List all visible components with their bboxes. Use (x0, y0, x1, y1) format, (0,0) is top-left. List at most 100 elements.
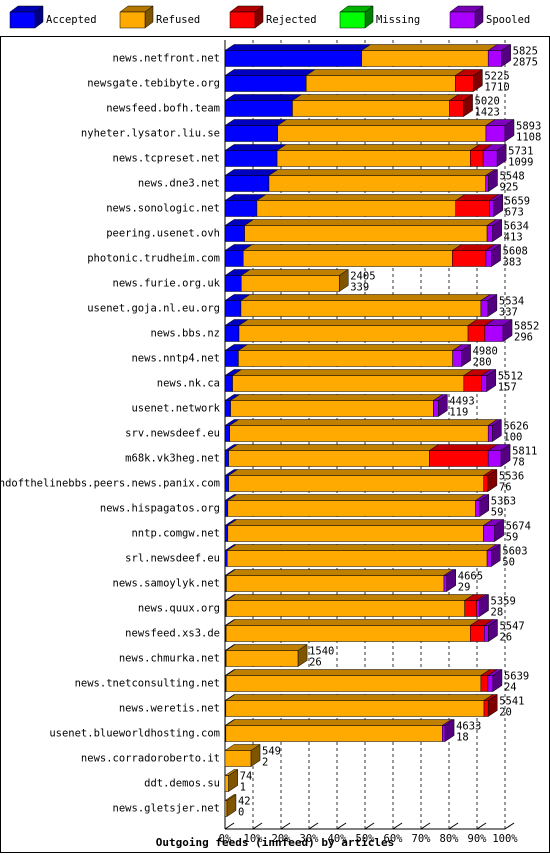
bar-front (487, 675, 494, 692)
bar-front (443, 575, 448, 592)
legend-label: Accepted (46, 14, 97, 26)
bar-segment (228, 419, 499, 442)
bar-segment (225, 569, 454, 592)
bar-front (467, 325, 486, 342)
y-tick-label: nntp.comgw.net (131, 528, 220, 540)
tick-mark (420, 822, 431, 830)
bar-front (240, 300, 482, 317)
bar-front (464, 600, 477, 617)
total-label: 5534 (499, 296, 524, 308)
bar-front (224, 225, 245, 242)
legend-swatch (229, 5, 264, 29)
bar-front (292, 100, 450, 117)
total-label: 5547 (499, 621, 524, 633)
total-label: 5825 (513, 46, 538, 58)
bar-segment (227, 469, 494, 492)
total-label: 5608 (503, 246, 528, 258)
bar-front (224, 375, 233, 392)
x-tick-label: 40% (328, 833, 348, 845)
bar-front (268, 175, 486, 192)
x-tick-label: 70% (412, 833, 432, 845)
bar-side (444, 719, 455, 742)
y-tick-label: news.tnetconsulting.net (75, 678, 220, 690)
total-label: 5674 (506, 521, 531, 533)
total-label: 5020 (475, 96, 500, 108)
bar-segment (276, 119, 496, 142)
y-tick-label: peering.usenet.ovh (106, 228, 220, 240)
accepted-label: 157 (498, 382, 517, 394)
bar-side (438, 394, 448, 417)
bar-segment (454, 69, 484, 92)
bar-front (463, 375, 483, 392)
total-label: 5363 (491, 496, 516, 508)
accepted-label: 26 (309, 657, 322, 669)
bar-top (225, 594, 475, 601)
y-tick-label: news.furie.org.uk (113, 278, 221, 290)
accepted-label: 296 (514, 332, 533, 344)
bar-side (492, 419, 502, 442)
bar-front (224, 100, 293, 117)
bar-top (268, 169, 496, 176)
bar-top (256, 194, 466, 201)
y-tick-label: news.corradoroberto.it (81, 753, 220, 765)
total-label: 5811 (512, 446, 537, 458)
bar-side (504, 119, 515, 142)
bar-front (224, 50, 362, 67)
bar-front (224, 775, 229, 792)
accepted-label: 413 (504, 232, 523, 244)
bar-front (224, 150, 278, 167)
y-tick-label: news.dne3.net (138, 178, 220, 190)
bar-front (455, 200, 490, 217)
bar-top (242, 244, 463, 251)
accepted-label: 1423 (475, 107, 500, 119)
bar-segment (240, 294, 491, 317)
total-label: 5626 (503, 421, 528, 433)
accepted-label: 339 (350, 282, 369, 294)
total-label: 5359 (491, 596, 516, 608)
bar-side (492, 219, 502, 242)
total-label: 5852 (514, 321, 539, 333)
bar-top (240, 294, 491, 301)
bar-top (225, 569, 454, 576)
bar-front (224, 750, 252, 767)
bar-front (224, 75, 307, 92)
bar-front (485, 250, 492, 267)
bar-top (243, 219, 497, 226)
legend-label: Missing (376, 14, 420, 26)
x-tick-label: 0% (219, 833, 232, 845)
bar-front (483, 525, 495, 542)
bar-top (238, 319, 478, 326)
total-label: 4980 (473, 346, 498, 358)
bar-front (229, 425, 489, 442)
accepted-label: 1099 (508, 157, 533, 169)
accepted-label: 925 (499, 182, 518, 194)
accepted-label: 78 (512, 457, 525, 469)
total-label: 1540 (309, 646, 334, 658)
bar-segment (224, 144, 287, 167)
bar-front (225, 650, 299, 667)
y-tick-label: news.netfront.net (113, 53, 220, 65)
bar-front (305, 75, 456, 92)
bar-front (486, 550, 492, 567)
bar-side (250, 744, 261, 767)
bar-side (500, 444, 511, 467)
bar-front (482, 150, 498, 167)
bar-segment (428, 444, 499, 467)
bar-front (483, 700, 489, 717)
bar-top (227, 469, 494, 476)
tick-mark (280, 822, 291, 830)
bar-front (481, 375, 488, 392)
y-tick-label: news.quux.org (138, 603, 220, 615)
bar-side (491, 544, 501, 567)
total-label: 5659 (505, 196, 530, 208)
total-label: 5541 (499, 696, 524, 708)
bar-front (224, 300, 242, 317)
x-tick-label: 60% (384, 833, 404, 845)
bar-front (224, 250, 244, 267)
accepted-label: 280 (473, 357, 492, 369)
y-tick-label: newsgate.tebibyte.org (87, 78, 220, 90)
bar-top (305, 69, 466, 76)
total-label: 2405 (350, 271, 375, 283)
y-tick-label: news.nntp4.net (131, 353, 220, 365)
bar-segment (225, 644, 308, 667)
